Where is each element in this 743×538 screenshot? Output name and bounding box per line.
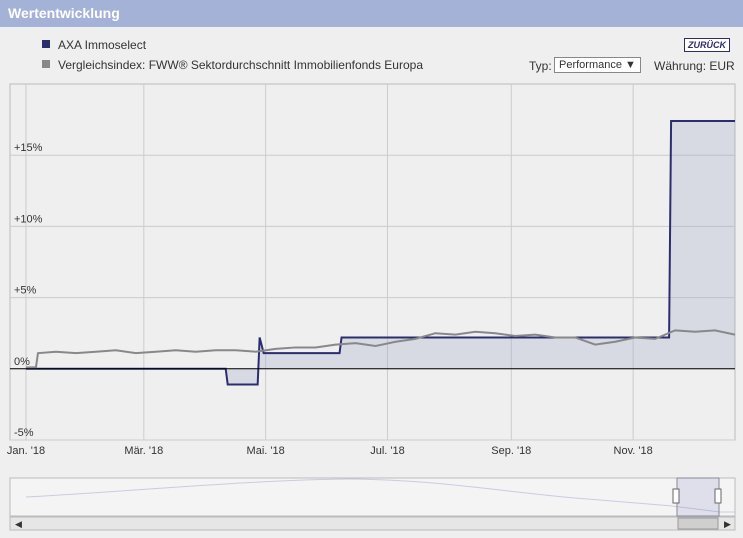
- y-tick-label: +15%: [14, 142, 43, 154]
- scroll-left[interactable]: ◀: [15, 519, 22, 529]
- plot-area: [9, 83, 736, 441]
- scrollbar: [9, 516, 736, 531]
- x-tick-label: Mär. '18: [124, 445, 163, 457]
- navigator-handle[interactable]: [714, 488, 722, 504]
- legend-swatch: [42, 60, 50, 68]
- type-label: Typ:: [529, 59, 552, 73]
- y-tick-label: -5%: [14, 427, 34, 439]
- y-tick-label: 0%: [14, 356, 30, 368]
- navigator: [9, 477, 736, 517]
- legend-label: Vergleichsindex: FWW® Sektordurchschnitt…: [58, 58, 423, 72]
- y-tick-label: +10%: [14, 213, 43, 225]
- navigator-handle[interactable]: [672, 488, 680, 504]
- x-tick-label: Sep. '18: [491, 445, 531, 457]
- currency: Währung: EUR: [654, 59, 735, 73]
- header: Wertentwicklung: [0, 0, 743, 27]
- x-tick-label: Jul. '18: [370, 445, 405, 457]
- legend-label: AXA Immoselect: [58, 38, 147, 52]
- line: [25, 120, 735, 386]
- type-select[interactable]: Performance ▼: [554, 57, 641, 73]
- legend-swatch: [42, 40, 50, 48]
- line: [25, 329, 735, 369]
- navigator-line: [25, 478, 735, 513]
- x-tick-label: Mai. '18: [247, 445, 285, 457]
- x-tick-label: Jan. '18: [7, 445, 45, 457]
- scroll-right[interactable]: ▶: [724, 519, 731, 529]
- y-tick-label: +5%: [14, 285, 37, 297]
- navigator-window[interactable]: [676, 477, 720, 517]
- back-button[interactable]: ZURÜCK: [684, 38, 730, 52]
- area: [25, 121, 735, 385]
- type-value: Performance: [559, 59, 622, 71]
- x-tick-label: Nov. '18: [614, 445, 653, 457]
- scrollbar-thumb[interactable]: [677, 517, 719, 530]
